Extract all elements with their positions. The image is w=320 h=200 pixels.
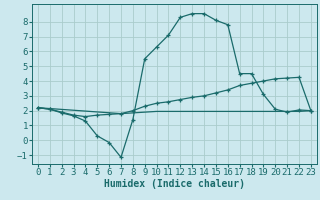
- X-axis label: Humidex (Indice chaleur): Humidex (Indice chaleur): [104, 179, 245, 189]
